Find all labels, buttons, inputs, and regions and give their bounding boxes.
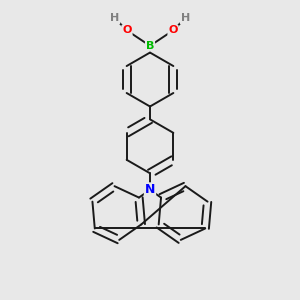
Text: B: B: [146, 41, 154, 51]
Text: N: N: [145, 183, 155, 196]
Text: H: H: [110, 13, 119, 23]
Text: O: O: [168, 26, 178, 35]
Text: H: H: [181, 13, 190, 23]
Text: O: O: [122, 26, 132, 35]
